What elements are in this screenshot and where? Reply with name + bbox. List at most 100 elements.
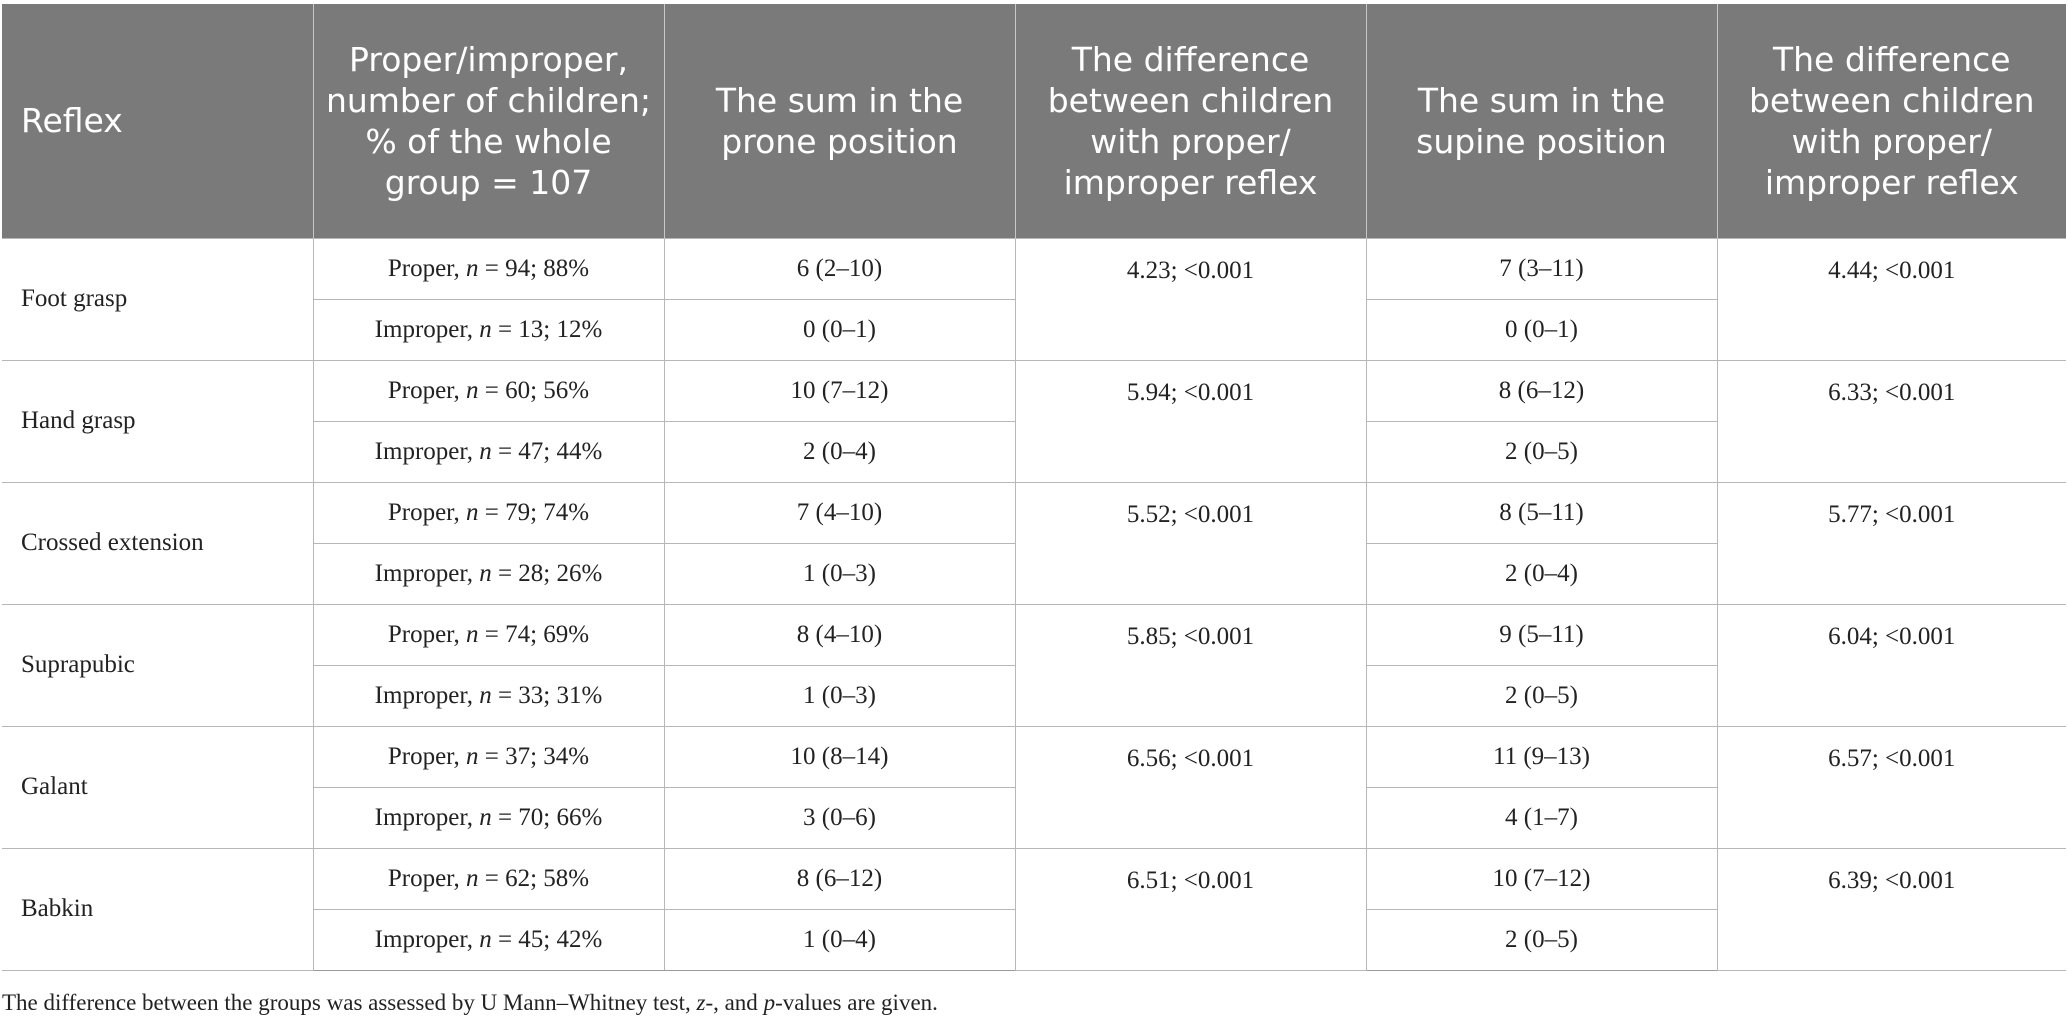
table-body: Foot grasp Proper, n = 94; 88% 6 (2–10) 4.2… (2, 237, 2066, 971)
table-row: Improper, n = 45; 42% 1 (0–4) 2 (0–5) (2, 908, 2066, 971)
table-footnote: The difference between the groups was as… (2, 990, 938, 1016)
group-label: Improper, (374, 437, 480, 465)
supine-sum-improper: 4 (1–7) (1365, 786, 1717, 849)
group-cell-improper: Improper, n = 70; 66% (312, 786, 665, 849)
reflex-name: Foot grasp (2, 237, 314, 361)
difference-prone: 5.85; <0.001 (1014, 603, 1367, 727)
supine-sum-proper: 8 (6–12) (1365, 359, 1718, 422)
table-row: Improper, n = 70; 66% 3 (0–6) 4 (1–7) (2, 786, 2066, 849)
difference-prone: 5.52; <0.001 (1014, 481, 1367, 605)
header-reflex: Reflex (2, 4, 314, 238)
group-cell-proper: Proper, n = 74; 69% (312, 603, 665, 666)
group-count: = 70; 66% (491, 803, 603, 831)
prone-sum-improper: 3 (0–6) (663, 786, 1016, 849)
supine-sum-proper: 11 (9–13) (1365, 725, 1718, 788)
group-count: = 94; 88% (478, 254, 590, 282)
n-symbol: n (466, 864, 479, 892)
reflex-name: Hand grasp (2, 359, 314, 483)
prone-sum-proper: 6 (2–10) (663, 237, 1016, 300)
group-cell-proper: Proper, n = 94; 88% (312, 237, 665, 300)
supine-sum-proper: 7 (3–11) (1365, 237, 1718, 300)
supine-sum-improper: 2 (0–5) (1365, 664, 1717, 727)
difference-supine: 4.44; <0.001 (1716, 237, 2066, 361)
reflex-name: Babkin (2, 847, 314, 971)
difference-prone: 6.51; <0.001 (1014, 847, 1367, 971)
n-symbol: n (479, 803, 492, 831)
supine-sum-improper: 2 (0–5) (1365, 420, 1717, 483)
n-symbol: n (466, 498, 479, 526)
supine-sum-improper: 2 (0–4) (1365, 542, 1717, 605)
prone-sum-improper: 1 (0–3) (663, 542, 1016, 605)
header-difference-prone: The difference between children with pro… (1015, 4, 1367, 238)
reflex-name: Suprapubic (2, 603, 314, 727)
table-row: Suprapubic Proper, n = 74; 69% 8 (4–10) 5.8… (2, 603, 2066, 727)
n-symbol: n (479, 681, 492, 709)
prone-sum-improper: 1 (0–4) (663, 908, 1016, 971)
table-header-row: Reflex Proper/improper, number of childr… (2, 4, 2066, 238)
group-cell-proper: Proper, n = 79; 74% (312, 481, 665, 544)
supine-sum-improper: 2 (0–5) (1365, 908, 1717, 971)
footnote-p: p (763, 990, 776, 1015)
group-cell-improper: Improper, n = 45; 42% (312, 908, 665, 971)
group-label: Proper, (387, 254, 467, 282)
n-symbol: n (479, 925, 492, 953)
n-symbol: n (466, 254, 479, 282)
group-cell-proper: Proper, n = 60; 56% (312, 359, 665, 422)
difference-prone: 5.94; <0.001 (1014, 359, 1367, 483)
prone-sum-proper: 8 (4–10) (663, 603, 1016, 666)
table-row: Hand grasp Proper, n = 60; 56% 10 (7–12) 5.… (2, 359, 2066, 483)
group-cell-improper: Improper, n = 33; 31% (312, 664, 665, 727)
results-table: Reflex Proper/improper, number of childr… (2, 4, 2066, 971)
prone-sum-proper: 7 (4–10) (663, 481, 1016, 544)
prone-sum-proper: 8 (6–12) (663, 847, 1016, 910)
group-label: Proper, (387, 742, 467, 770)
difference-supine: 6.33; <0.001 (1716, 359, 2066, 483)
group-label: Proper, (387, 376, 467, 404)
header-proper-improper: Proper/improper, number of children; % o… (313, 4, 665, 238)
footnote-text-2: -, and (705, 990, 764, 1015)
table-row: Galant Proper, n = 37; 34% 10 (8–14) 6.56; … (2, 725, 2066, 849)
n-symbol: n (479, 437, 492, 465)
supine-sum-improper: 0 (0–1) (1365, 298, 1717, 361)
table-row: Improper, n = 28; 26% 1 (0–3) 2 (0–4) (2, 542, 2066, 605)
table-row: Improper, n = 13; 12% 0 (0–1) 0 (0–1) (2, 298, 2066, 361)
group-count: = 60; 56% (478, 376, 590, 404)
group-count: = 37; 34% (478, 742, 590, 770)
group-count: = 62; 58% (478, 864, 590, 892)
group-label: Proper, (387, 864, 467, 892)
supine-sum-proper: 10 (7–12) (1365, 847, 1718, 910)
group-label: Improper, (374, 803, 480, 831)
group-label: Improper, (374, 681, 480, 709)
table-row: Crossed extension Proper, n = 79; 74% 7 (4… (2, 481, 2066, 605)
reflex-name: Crossed extension (2, 481, 314, 605)
footnote-z: z (696, 990, 706, 1015)
table-row: Improper, n = 33; 31% 1 (0–3) 2 (0–5) (2, 664, 2066, 727)
group-count: = 47; 44% (491, 437, 603, 465)
group-label: Proper, (387, 620, 467, 648)
prone-sum-improper: 2 (0–4) (663, 420, 1016, 483)
difference-prone: 6.56; <0.001 (1014, 725, 1367, 849)
group-count: = 28; 26% (491, 559, 603, 587)
group-cell-improper: Improper, n = 13; 12% (312, 298, 665, 361)
prone-sum-proper: 10 (8–14) (663, 725, 1016, 788)
table-row: Improper, n = 47; 44% 2 (0–4) 2 (0–5) (2, 420, 2066, 483)
reflex-name: Galant (2, 725, 314, 849)
difference-prone: 4.23; <0.001 (1014, 237, 1367, 361)
group-label: Improper, (374, 559, 480, 587)
prone-sum-improper: 0 (0–1) (663, 298, 1016, 361)
group-label: Improper, (374, 925, 480, 953)
group-cell-proper: Proper, n = 37; 34% (312, 725, 665, 788)
difference-supine: 6.04; <0.001 (1716, 603, 2066, 727)
group-count: = 74; 69% (478, 620, 590, 648)
group-cell-proper: Proper, n = 62; 58% (312, 847, 665, 910)
results-table-container: Reflex Proper/improper, number of childr… (2, 4, 2066, 971)
n-symbol: n (479, 315, 492, 343)
n-symbol: n (466, 376, 479, 404)
header-sum-supine: The sum in the supine position (1366, 4, 1718, 238)
group-cell-improper: Improper, n = 28; 26% (312, 542, 665, 605)
n-symbol: n (466, 620, 479, 648)
footnote-text-3: -values are given. (775, 990, 938, 1015)
table-row: Babkin Proper, n = 62; 58% 8 (6–12) 6.51; <… (2, 847, 2066, 971)
footnote-text-1: The difference between the groups was as… (2, 990, 697, 1015)
difference-supine: 5.77; <0.001 (1716, 481, 2066, 605)
